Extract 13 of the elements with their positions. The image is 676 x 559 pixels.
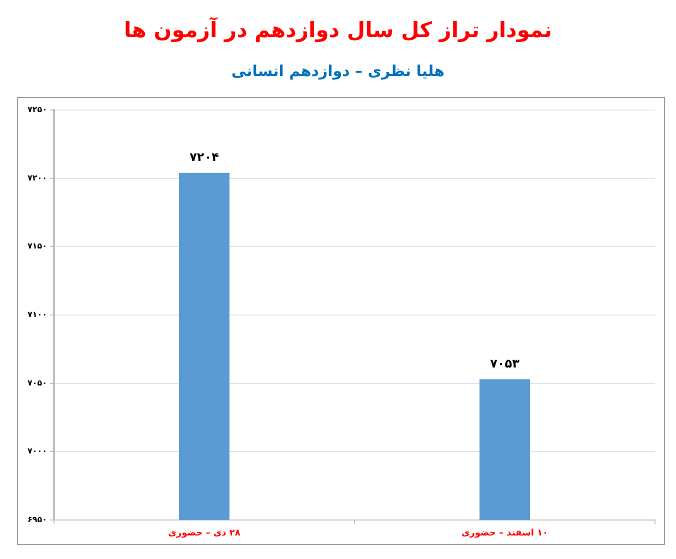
- y-tick-label: ۷۲۰۰: [27, 173, 47, 182]
- y-tick-label: ۷۰۵۰: [27, 378, 47, 388]
- y-tick-label: ۷۱۰۰: [27, 310, 47, 320]
- y-tick-label: ۷۲۵۰: [27, 105, 47, 114]
- chart-subtitle: هلیا نظری – دوازدهم انسانی: [230, 61, 446, 82]
- data-label: ۷۲۰۴: [190, 150, 219, 164]
- chart-title: نمودار تراز کل سال دوازدهم در آزمون ها: [123, 16, 553, 44]
- y-tick-label: ۷۰۰۰: [27, 446, 47, 456]
- x-tick-label: ۲۸ دی – حضوری: [168, 528, 241, 539]
- y-tick-label: ۷۱۵۰: [27, 242, 47, 251]
- y-tick-label: ۶۹۵۰: [27, 515, 47, 524]
- x-tick-label: ۱۰ اسفند – حضوری: [461, 528, 548, 539]
- data-label: ۷۰۵۳: [490, 356, 520, 370]
